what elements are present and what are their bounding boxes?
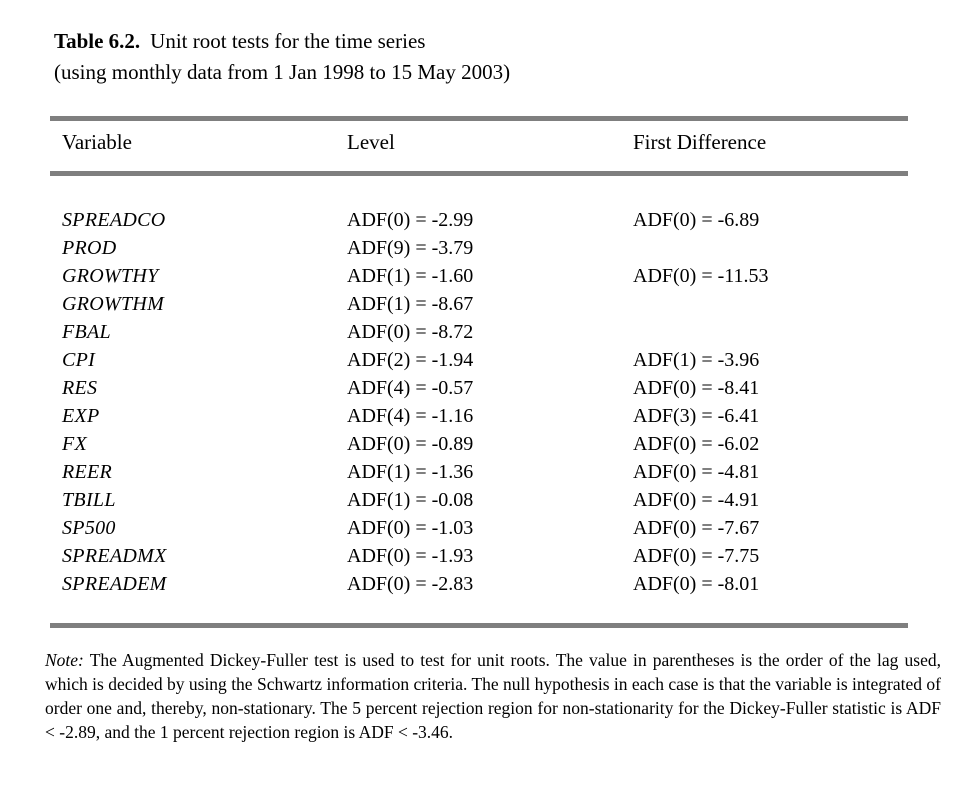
first-difference-cell: ADF(0) = -6.02 [633, 433, 760, 455]
variable-cell: CPI [62, 349, 96, 371]
level-cell: ADF(0) = -1.93 [347, 545, 474, 567]
level-cell: ADF(0) = -2.99 [347, 209, 474, 231]
first-difference-cell [633, 318, 908, 346]
column-header-variable: Variable [62, 130, 132, 154]
level-cell: ADF(1) = -0.08 [347, 489, 474, 511]
table-row: CPI ADF(2) = -1.94 ADF(1) = -3.96 [50, 346, 908, 374]
first-difference-cell: ADF(0) = -4.91 [633, 489, 760, 511]
level-cell: ADF(1) = -1.36 [347, 461, 474, 483]
level-cell: ADF(0) = -0.89 [347, 433, 474, 455]
first-difference-cell: ADF(0) = -11.53 [633, 265, 769, 287]
first-difference-cell: ADF(0) = -7.75 [633, 545, 760, 567]
variable-cell: FX [62, 433, 88, 455]
table-row: PROD ADF(9) = -3.79 [50, 234, 908, 262]
table-row: FBAL ADF(0) = -8.72 [50, 318, 908, 346]
first-difference-cell: ADF(1) = -3.96 [633, 349, 760, 371]
variable-cell: SPREADCO [62, 209, 166, 231]
table-subtitle: (using monthly data from 1 Jan 1998 to 1… [54, 60, 511, 84]
level-cell: ADF(0) = -8.72 [347, 321, 474, 343]
table-title-line1: Table 6.2. Unit root tests for the time s… [54, 26, 940, 57]
level-cell: ADF(0) = -2.83 [347, 573, 474, 595]
table-row: SPREADMX ADF(0) = -1.93 ADF(0) = -7.75 [50, 542, 908, 570]
variable-cell: SP500 [62, 517, 116, 539]
variable-cell: TBILL [62, 489, 116, 511]
variable-cell: GROWTHY [62, 265, 159, 287]
table-row: FX ADF(0) = -0.89 ADF(0) = -6.02 [50, 430, 908, 458]
level-cell: ADF(0) = -1.03 [347, 517, 474, 539]
mid-rule [50, 171, 908, 176]
first-difference-cell: ADF(0) = -6.89 [633, 209, 760, 231]
first-difference-cell [633, 290, 908, 318]
variable-cell: SPREADMX [62, 545, 167, 567]
level-cell: ADF(1) = -8.67 [347, 293, 474, 315]
table-row: SPREADEM ADF(0) = -2.83 ADF(0) = -8.01 [50, 570, 908, 598]
table-caption: Unit root tests for the time series [150, 29, 426, 53]
column-header-first-difference: First Difference [633, 130, 767, 154]
table-body: SPREADCO ADF(0) = -2.99 ADF(0) = -6.89 P… [50, 206, 908, 598]
level-cell: ADF(9) = -3.79 [347, 237, 474, 259]
table-number: Table 6.2. [54, 29, 141, 53]
level-cell: ADF(2) = -1.94 [347, 349, 474, 371]
column-header-level: Level [347, 130, 395, 154]
top-rule [50, 116, 908, 121]
table-row: SP500 ADF(0) = -1.03 ADF(0) = -7.67 [50, 514, 908, 542]
variable-cell: GROWTHM [62, 293, 165, 315]
table-row: GROWTHY ADF(1) = -1.60 ADF(0) = -11.53 [50, 262, 908, 290]
table-row: REER ADF(1) = -1.36 ADF(0) = -4.81 [50, 458, 908, 486]
variable-cell: EXP [62, 405, 100, 427]
table-header-row: Variable Level First Difference [50, 121, 908, 157]
note-label: Note: [45, 650, 84, 670]
level-cell: ADF(1) = -1.60 [347, 265, 474, 287]
variable-cell: REER [62, 461, 113, 483]
first-difference-cell: ADF(0) = -7.67 [633, 517, 760, 539]
variable-cell: FBAL [62, 321, 111, 343]
table-row: EXP ADF(4) = -1.16 ADF(3) = -6.41 [50, 402, 908, 430]
table-title: Table 6.2. Unit root tests for the time s… [54, 26, 940, 88]
bottom-rule [50, 623, 908, 628]
first-difference-cell [633, 234, 908, 262]
first-difference-cell: ADF(0) = -8.41 [633, 377, 760, 399]
variable-cell: PROD [62, 237, 117, 259]
level-cell: ADF(4) = -0.57 [347, 377, 474, 399]
level-cell: ADF(4) = -1.16 [347, 405, 474, 427]
table-row: SPREADCO ADF(0) = -2.99 ADF(0) = -6.89 [50, 206, 908, 234]
variable-cell: SPREADEM [62, 573, 167, 595]
table-row: GROWTHM ADF(1) = -8.67 [50, 290, 908, 318]
first-difference-cell: ADF(0) = -4.81 [633, 461, 760, 483]
table-note: Note: The Augmented Dickey-Fuller test i… [45, 648, 941, 744]
first-difference-cell: ADF(3) = -6.41 [633, 405, 760, 427]
table-row: TBILL ADF(1) = -0.08 ADF(0) = -4.91 [50, 486, 908, 514]
table-row: RES ADF(4) = -0.57 ADF(0) = -8.41 [50, 374, 908, 402]
variable-cell: RES [62, 377, 98, 399]
first-difference-cell: ADF(0) = -8.01 [633, 573, 760, 595]
note-text: The Augmented Dickey-Fuller test is used… [45, 650, 941, 742]
